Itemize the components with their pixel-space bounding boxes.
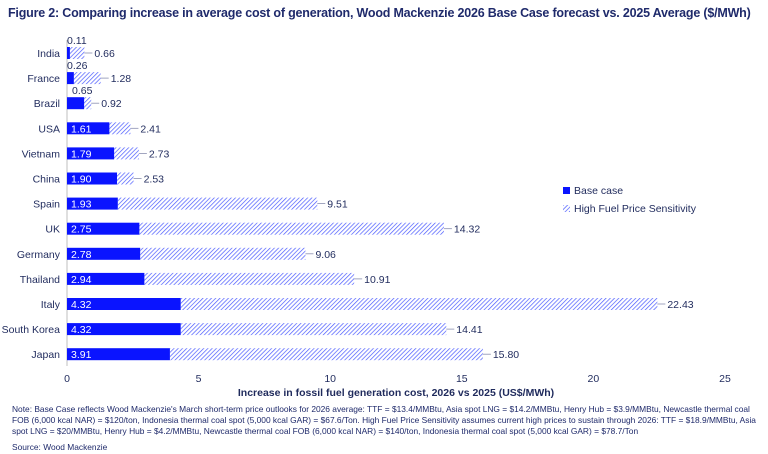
base-value-label: 0.11 bbox=[67, 35, 87, 47]
x-axis-title: Increase in fossil fuel generation cost,… bbox=[238, 387, 554, 399]
category-label: Thailand bbox=[20, 274, 60, 286]
legend-swatch-sensitivity bbox=[563, 205, 570, 212]
x-tick-label: 5 bbox=[196, 373, 202, 385]
base-bar bbox=[67, 247, 141, 260]
base-bar bbox=[67, 72, 74, 85]
base-bar bbox=[67, 272, 145, 285]
category-label: Brazil bbox=[34, 98, 60, 110]
category-label: France bbox=[27, 73, 60, 85]
sensitivity-bar bbox=[117, 197, 318, 210]
sensitivity-value-label: 15.80 bbox=[493, 349, 519, 361]
sensitivity-bar bbox=[117, 172, 134, 185]
chart-source: Source: Wood Mackenzie bbox=[12, 442, 108, 452]
sensitivity-bar bbox=[84, 97, 92, 110]
base-bar bbox=[67, 172, 118, 185]
sensitivity-bar bbox=[69, 47, 85, 59]
base-value-label: 3.91 bbox=[71, 349, 92, 361]
x-tick-label: 10 bbox=[324, 373, 336, 385]
category-label: South Korea bbox=[2, 324, 61, 336]
sensitivity-value-label: 2.73 bbox=[149, 148, 170, 160]
sensitivity-value-label: 9.51 bbox=[327, 199, 348, 211]
category-label: China bbox=[33, 174, 61, 186]
base-value-label: 0.65 bbox=[72, 85, 93, 97]
sensitivity-bar bbox=[180, 298, 658, 310]
x-tick-label: 0 bbox=[64, 373, 70, 385]
chart-title: Figure 2: Comparing increase in average … bbox=[8, 6, 751, 20]
base-value-label: 2.94 bbox=[71, 274, 92, 286]
sensitivity-value-label: 14.32 bbox=[454, 224, 480, 236]
base-value-label: 1.90 bbox=[71, 174, 92, 186]
base-bar bbox=[67, 222, 140, 235]
base-value-label: 1.61 bbox=[71, 123, 92, 135]
sensitivity-value-label: 1.28 bbox=[111, 73, 132, 85]
sensitivity-value-label: 2.53 bbox=[144, 174, 165, 186]
category-label: Japan bbox=[31, 349, 60, 361]
sensitivity-value-label: 14.41 bbox=[456, 324, 482, 336]
sensitivity-value-label: 2.41 bbox=[140, 123, 161, 135]
category-label: Vietnam bbox=[22, 148, 61, 160]
sensitivity-bar bbox=[114, 147, 139, 160]
sensitivity-bar bbox=[144, 272, 355, 285]
x-tick-label: 15 bbox=[456, 373, 468, 385]
base-bar bbox=[67, 348, 170, 361]
category-label: Italy bbox=[41, 299, 61, 311]
base-value-label: 4.32 bbox=[71, 299, 92, 311]
sensitivity-value-label: 22.43 bbox=[667, 299, 693, 311]
base-value-label: 4.32 bbox=[71, 324, 92, 336]
base-value-label: 2.78 bbox=[71, 249, 92, 261]
sensitivity-bar bbox=[109, 122, 131, 135]
base-bar bbox=[67, 147, 115, 160]
sensitivity-value-label: 0.66 bbox=[94, 48, 115, 60]
base-value-label: 0.26 bbox=[67, 60, 88, 72]
legend-label-base: Base case bbox=[574, 185, 623, 197]
x-tick-label: 25 bbox=[719, 373, 731, 385]
legend-swatch-base bbox=[563, 187, 570, 194]
base-value-label: 1.93 bbox=[71, 199, 92, 211]
category-label: India bbox=[37, 48, 60, 60]
category-label: UK bbox=[45, 224, 60, 236]
category-label: USA bbox=[38, 123, 60, 135]
base-bar bbox=[67, 122, 110, 135]
base-bar bbox=[67, 323, 181, 336]
bar-chart: 0 5 10 15 20 25 Increase in fossil fuel genera… bbox=[2, 35, 731, 399]
sensitivity-bar bbox=[140, 247, 306, 260]
base-bar bbox=[67, 197, 118, 210]
sensitivity-bar bbox=[169, 348, 483, 361]
sensitivity-value-label: 9.06 bbox=[315, 249, 336, 261]
base-bar bbox=[67, 97, 85, 110]
chart-note: Note: Base Case reflects Wood Mackenzie'… bbox=[12, 404, 756, 436]
base-bar bbox=[67, 298, 181, 310]
base-value-label: 1.79 bbox=[71, 148, 92, 160]
sensitivity-bar bbox=[180, 323, 447, 336]
sensitivity-bar bbox=[73, 72, 101, 85]
base-value-label: 2.75 bbox=[71, 224, 92, 236]
base-bar bbox=[67, 47, 70, 59]
sensitivity-bar bbox=[139, 222, 444, 235]
sensitivity-value-label: 10.91 bbox=[364, 274, 390, 286]
x-tick-label: 20 bbox=[588, 373, 600, 385]
category-label: Germany bbox=[17, 249, 61, 261]
category-label: Spain bbox=[33, 199, 60, 211]
sensitivity-value-label: 0.92 bbox=[101, 98, 122, 110]
legend-label-sensitivity: High Fuel Price Sensitivity bbox=[574, 203, 697, 215]
